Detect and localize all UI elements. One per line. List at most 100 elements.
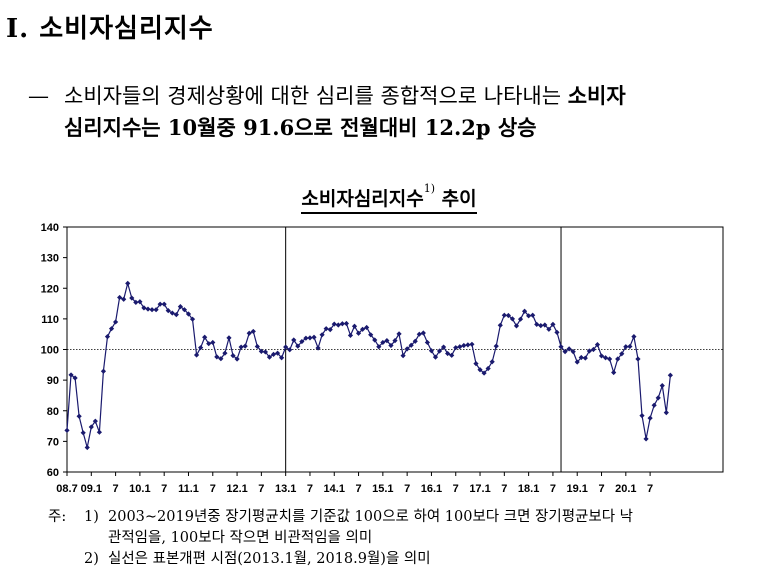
data-point <box>96 429 102 435</box>
x-tick-label: 7 <box>210 483 216 495</box>
data-point <box>566 346 572 352</box>
data-point <box>104 334 111 340</box>
chart-title: 소비자심리지수1) 추이 <box>301 182 477 214</box>
data-point <box>68 372 74 378</box>
x-tick-label: 09.1 <box>81 483 102 495</box>
data-point <box>485 365 491 372</box>
data-point <box>84 444 90 451</box>
data-point <box>274 350 281 356</box>
y-tick-label: 120 <box>41 283 59 295</box>
data-point <box>72 375 78 381</box>
data-point <box>266 354 273 360</box>
data-point <box>465 342 471 348</box>
y-tick-label: 110 <box>41 314 59 326</box>
data-point <box>481 370 487 376</box>
x-tick-label: 7 <box>307 483 313 495</box>
data-point <box>659 383 665 389</box>
data-point <box>602 355 609 361</box>
footnote-1-text: 2003∼2019년중 장기평균치를 기준값 100으로 하여 100보다 크면… <box>108 509 634 525</box>
x-tick-label: 17.1 <box>469 483 490 495</box>
x-tick-label: 15.1 <box>372 483 393 495</box>
data-point <box>226 335 232 341</box>
data-point <box>432 354 439 360</box>
data-point <box>530 312 536 318</box>
x-tick-label: 08.7 <box>56 483 77 495</box>
data-point <box>526 313 532 319</box>
summary-line1-text: 소비자들의 경제상황에 대한 심리를 종합적으로 나타내는 <box>64 84 568 108</box>
data-point <box>279 355 285 361</box>
data-point <box>254 343 260 350</box>
data-point <box>351 323 358 329</box>
data-point <box>509 316 516 322</box>
data-point <box>335 322 341 328</box>
data-point <box>64 427 70 433</box>
footnotes: 주: 1) 2003∼2019년중 장기평균치를 기준값 100으로 하여 10… <box>48 507 778 570</box>
data-point <box>319 332 325 338</box>
data-point <box>651 402 657 408</box>
data-point <box>424 339 430 346</box>
footnote-lead: 주: <box>48 509 67 525</box>
data-point <box>663 409 669 416</box>
chart-title-footnote-mark: 1) <box>423 182 436 195</box>
footnote-1: 주: 1) 2003∼2019년중 장기평균치를 기준값 100으로 하여 10… <box>48 507 778 528</box>
data-point <box>538 323 544 329</box>
data-point <box>404 346 410 352</box>
data-point <box>88 424 94 430</box>
data-point <box>440 344 447 350</box>
chart-title-main: 소비자심리지수 <box>301 188 424 210</box>
y-tick-label: 80 <box>47 406 59 418</box>
x-tick-label: 19.1 <box>567 483 588 495</box>
data-point <box>230 353 236 359</box>
x-tick-label: 16.1 <box>421 483 442 495</box>
data-point <box>497 322 503 328</box>
x-tick-label: 11.1 <box>178 483 199 495</box>
footnote-1-continued: 관적임을, 100보다 작으면 비관적임을 의미 <box>108 530 373 546</box>
data-point <box>202 334 208 340</box>
data-point <box>607 356 613 362</box>
data-point <box>80 430 86 436</box>
data-point <box>368 332 374 338</box>
data-point <box>445 350 451 357</box>
data-point <box>631 334 637 340</box>
data-point <box>513 323 520 329</box>
data-point <box>311 334 317 340</box>
data-point <box>655 395 661 401</box>
data-point <box>210 339 216 346</box>
data-point <box>153 307 159 313</box>
summary-line2: 심리지수는 10월중 91.6으로 전월대비 12.2p 상승 <box>64 115 537 140</box>
data-point <box>222 350 228 356</box>
data-point <box>461 342 467 349</box>
data-point <box>108 326 115 332</box>
data-point <box>542 322 548 328</box>
data-point <box>505 312 511 319</box>
data-point <box>193 352 200 358</box>
data-point <box>76 413 82 419</box>
data-point <box>343 320 350 327</box>
data-point <box>117 294 123 301</box>
footnote-2-number: 2) <box>84 551 99 567</box>
section-title: Ⅰ. 소비자심리지수 <box>6 14 214 44</box>
data-point <box>283 344 289 350</box>
data-point <box>590 346 597 353</box>
data-point <box>489 359 495 365</box>
data-point <box>238 344 244 350</box>
data-point <box>315 345 321 351</box>
data-point <box>181 307 188 313</box>
data-point <box>586 348 592 354</box>
data-point <box>242 343 248 349</box>
y-tick-label: 90 <box>47 375 59 387</box>
data-point <box>364 324 370 331</box>
data-point <box>400 353 406 359</box>
data-point <box>218 356 224 362</box>
x-tick-label: 7 <box>355 483 361 495</box>
x-tick-label: 7 <box>453 483 459 495</box>
data-point <box>372 337 378 343</box>
data-point <box>627 343 633 350</box>
footnote-2: 2) 실선은 표본개편 시점(2013.1월, 2018.9월)을 의미 <box>48 549 778 570</box>
data-point <box>412 338 418 344</box>
series-line <box>66 281 671 448</box>
x-tick-label: 7 <box>647 483 653 495</box>
data-point <box>388 342 394 349</box>
data-point <box>327 326 333 333</box>
data-point <box>643 436 649 442</box>
